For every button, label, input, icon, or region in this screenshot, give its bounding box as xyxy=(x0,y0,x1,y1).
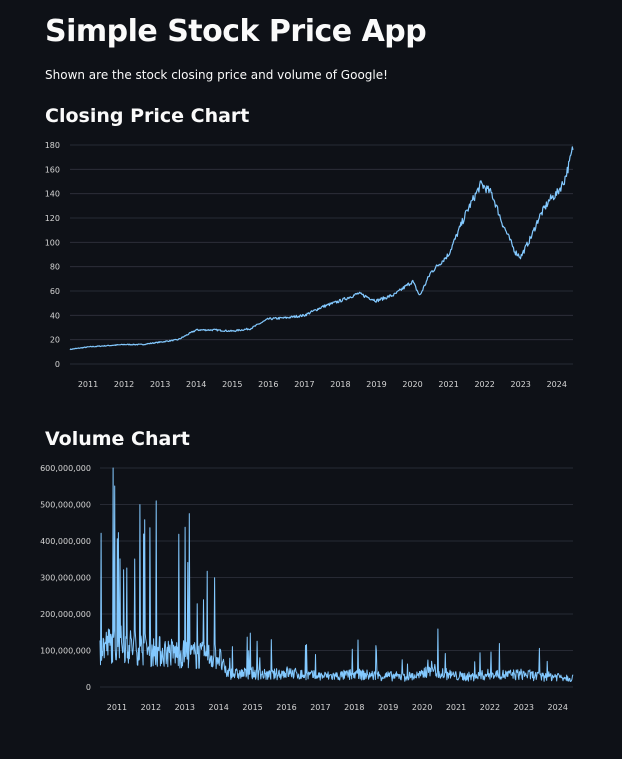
volume-x-tick-label: 2013 xyxy=(175,703,195,712)
volume-y-tick-label: 600,000,000 xyxy=(40,464,91,473)
price-y-tick-label: 120 xyxy=(45,214,60,223)
price-x-tick-label: 2017 xyxy=(294,380,314,389)
volume-y-tick-label: 100,000,000 xyxy=(40,647,91,656)
volume-x-tick-label: 2015 xyxy=(242,703,262,712)
volume-chart[interactable]: 0 100,000,000 200,000,000 300,000,000 400,00… xyxy=(0,455,622,720)
volume-x-tick-label: 2014 xyxy=(208,703,228,712)
price-x-tick-label: 2024 xyxy=(547,380,567,389)
price-y-tick-label: 140 xyxy=(45,190,60,199)
price-x-tick-label: 2013 xyxy=(150,380,170,389)
price-y-tick-label: 20 xyxy=(50,336,60,345)
volume-x-tick-label: 2022 xyxy=(480,703,500,712)
price-x-tick-label: 2022 xyxy=(474,380,494,389)
price-y-tick-label: 180 xyxy=(45,141,60,150)
price-series-line xyxy=(69,146,574,351)
price-x-tick-label: 2012 xyxy=(114,380,134,389)
volume-x-tick-label: 2017 xyxy=(310,703,330,712)
price-x-tick-label: 2014 xyxy=(186,380,206,389)
volume-y-tick-label: 0 xyxy=(86,683,91,692)
price-x-tick-label: 2021 xyxy=(438,380,458,389)
price-y-tick-label: 60 xyxy=(50,287,60,296)
volume-x-tick-label: 2011 xyxy=(107,703,127,712)
price-y-tick-label: 0 xyxy=(55,360,60,369)
volume-x-tick-label: 2023 xyxy=(514,703,534,712)
price-y-tick-label: 160 xyxy=(45,165,60,174)
volume-y-tick-label: 300,000,000 xyxy=(40,574,91,583)
volume-y-tick-label: 400,000,000 xyxy=(40,537,91,546)
page-subtitle: Shown are the stock closing price and vo… xyxy=(45,68,388,82)
price-y-tick-label: 80 xyxy=(50,263,60,272)
price-x-tick-label: 2023 xyxy=(511,380,531,389)
closing-price-chart[interactable]: 0 20 40 60 80 100 120 140 160 180 2011 2012 2013 2014… xyxy=(0,130,622,395)
price-y-tick-label: 40 xyxy=(50,311,60,320)
closing-price-heading: Closing Price Chart xyxy=(45,105,250,127)
page-title: Simple Stock Price App xyxy=(45,14,427,49)
volume-x-tick-label: 2024 xyxy=(548,703,568,712)
volume-heading: Volume Chart xyxy=(45,428,190,450)
price-x-tick-label: 2015 xyxy=(222,380,242,389)
price-x-tick-label: 2016 xyxy=(258,380,278,389)
volume-x-tick-label: 2020 xyxy=(412,703,432,712)
volume-x-tick-label: 2012 xyxy=(141,703,161,712)
price-x-tick-label: 2018 xyxy=(330,380,350,389)
volume-x-tick-label: 2019 xyxy=(378,703,398,712)
volume-series-line xyxy=(99,467,574,682)
price-x-tick-label: 2011 xyxy=(78,380,98,389)
volume-y-tick-label: 500,000,000 xyxy=(40,501,91,510)
volume-y-tick-label: 200,000,000 xyxy=(40,610,91,619)
volume-x-tick-label: 2016 xyxy=(276,703,296,712)
price-x-tick-label: 2019 xyxy=(366,380,386,389)
price-x-tick-label: 2020 xyxy=(402,380,422,389)
volume-x-tick-label: 2018 xyxy=(344,703,364,712)
volume-x-tick-label: 2021 xyxy=(446,703,466,712)
price-y-tick-label: 100 xyxy=(45,238,60,247)
